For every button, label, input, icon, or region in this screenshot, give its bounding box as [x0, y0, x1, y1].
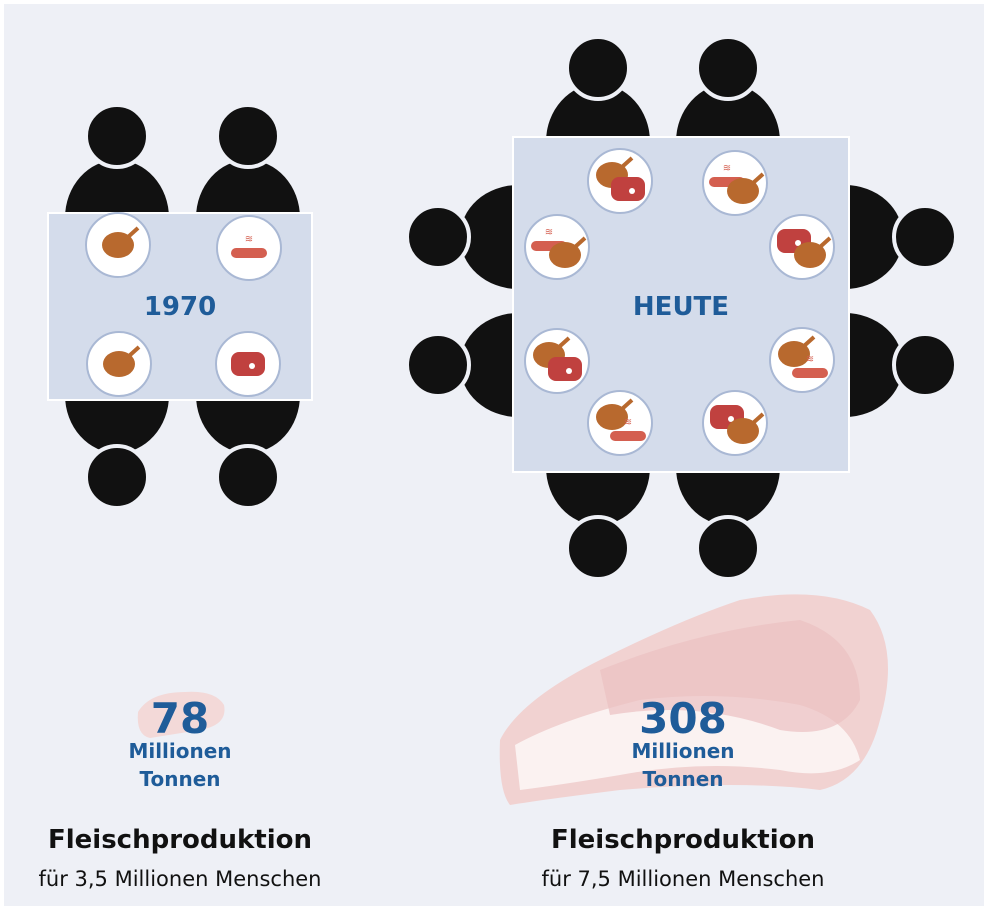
food-steak	[231, 352, 265, 376]
food-bone	[629, 188, 635, 194]
subtitle: für 7,5 Millionen Menschen	[542, 867, 825, 891]
person-head	[894, 334, 956, 396]
unit: Tonnen	[642, 767, 723, 791]
food-sausage	[231, 248, 267, 258]
food-steam: ≋	[723, 163, 731, 174]
page: {"panels": [ {"label": "1970", "value": …	[0, 0, 988, 910]
food-bone	[249, 363, 255, 369]
person-head	[567, 37, 629, 99]
title: Fleischproduktion	[48, 825, 312, 855]
food-steam: ≋	[806, 354, 814, 365]
period-label: HEUTE	[633, 292, 729, 322]
unit: Tonnen	[139, 767, 220, 791]
unit: Millionen	[128, 739, 231, 763]
value: 308	[639, 694, 727, 743]
person-head	[407, 334, 469, 396]
person-head	[567, 517, 629, 579]
person-head	[894, 206, 956, 268]
food-sausage	[610, 431, 646, 441]
food-steak	[611, 177, 645, 201]
period-label: 1970	[144, 292, 216, 322]
food-bone	[566, 368, 572, 374]
food-steak	[548, 357, 582, 381]
food-steam: ≋	[545, 227, 553, 238]
infographic: ≋ ≋ ≋ ≋ ≋ 1970 HEUTE 78 Millionen Tonnen 308…	[0, 0, 988, 910]
person-head	[697, 37, 759, 99]
food-steam: ≋	[245, 234, 253, 245]
person-head	[697, 517, 759, 579]
person-head	[217, 105, 279, 167]
person-head	[86, 105, 148, 167]
person-head	[86, 446, 148, 508]
subtitle: für 3,5 Millionen Menschen	[39, 867, 322, 891]
person-head	[407, 206, 469, 268]
title: Fleischproduktion	[551, 825, 815, 855]
value: 78	[151, 694, 209, 743]
food-sausage	[792, 368, 828, 378]
unit: Millionen	[631, 739, 734, 763]
food-steam: ≋	[624, 417, 632, 428]
person-head	[217, 446, 279, 508]
